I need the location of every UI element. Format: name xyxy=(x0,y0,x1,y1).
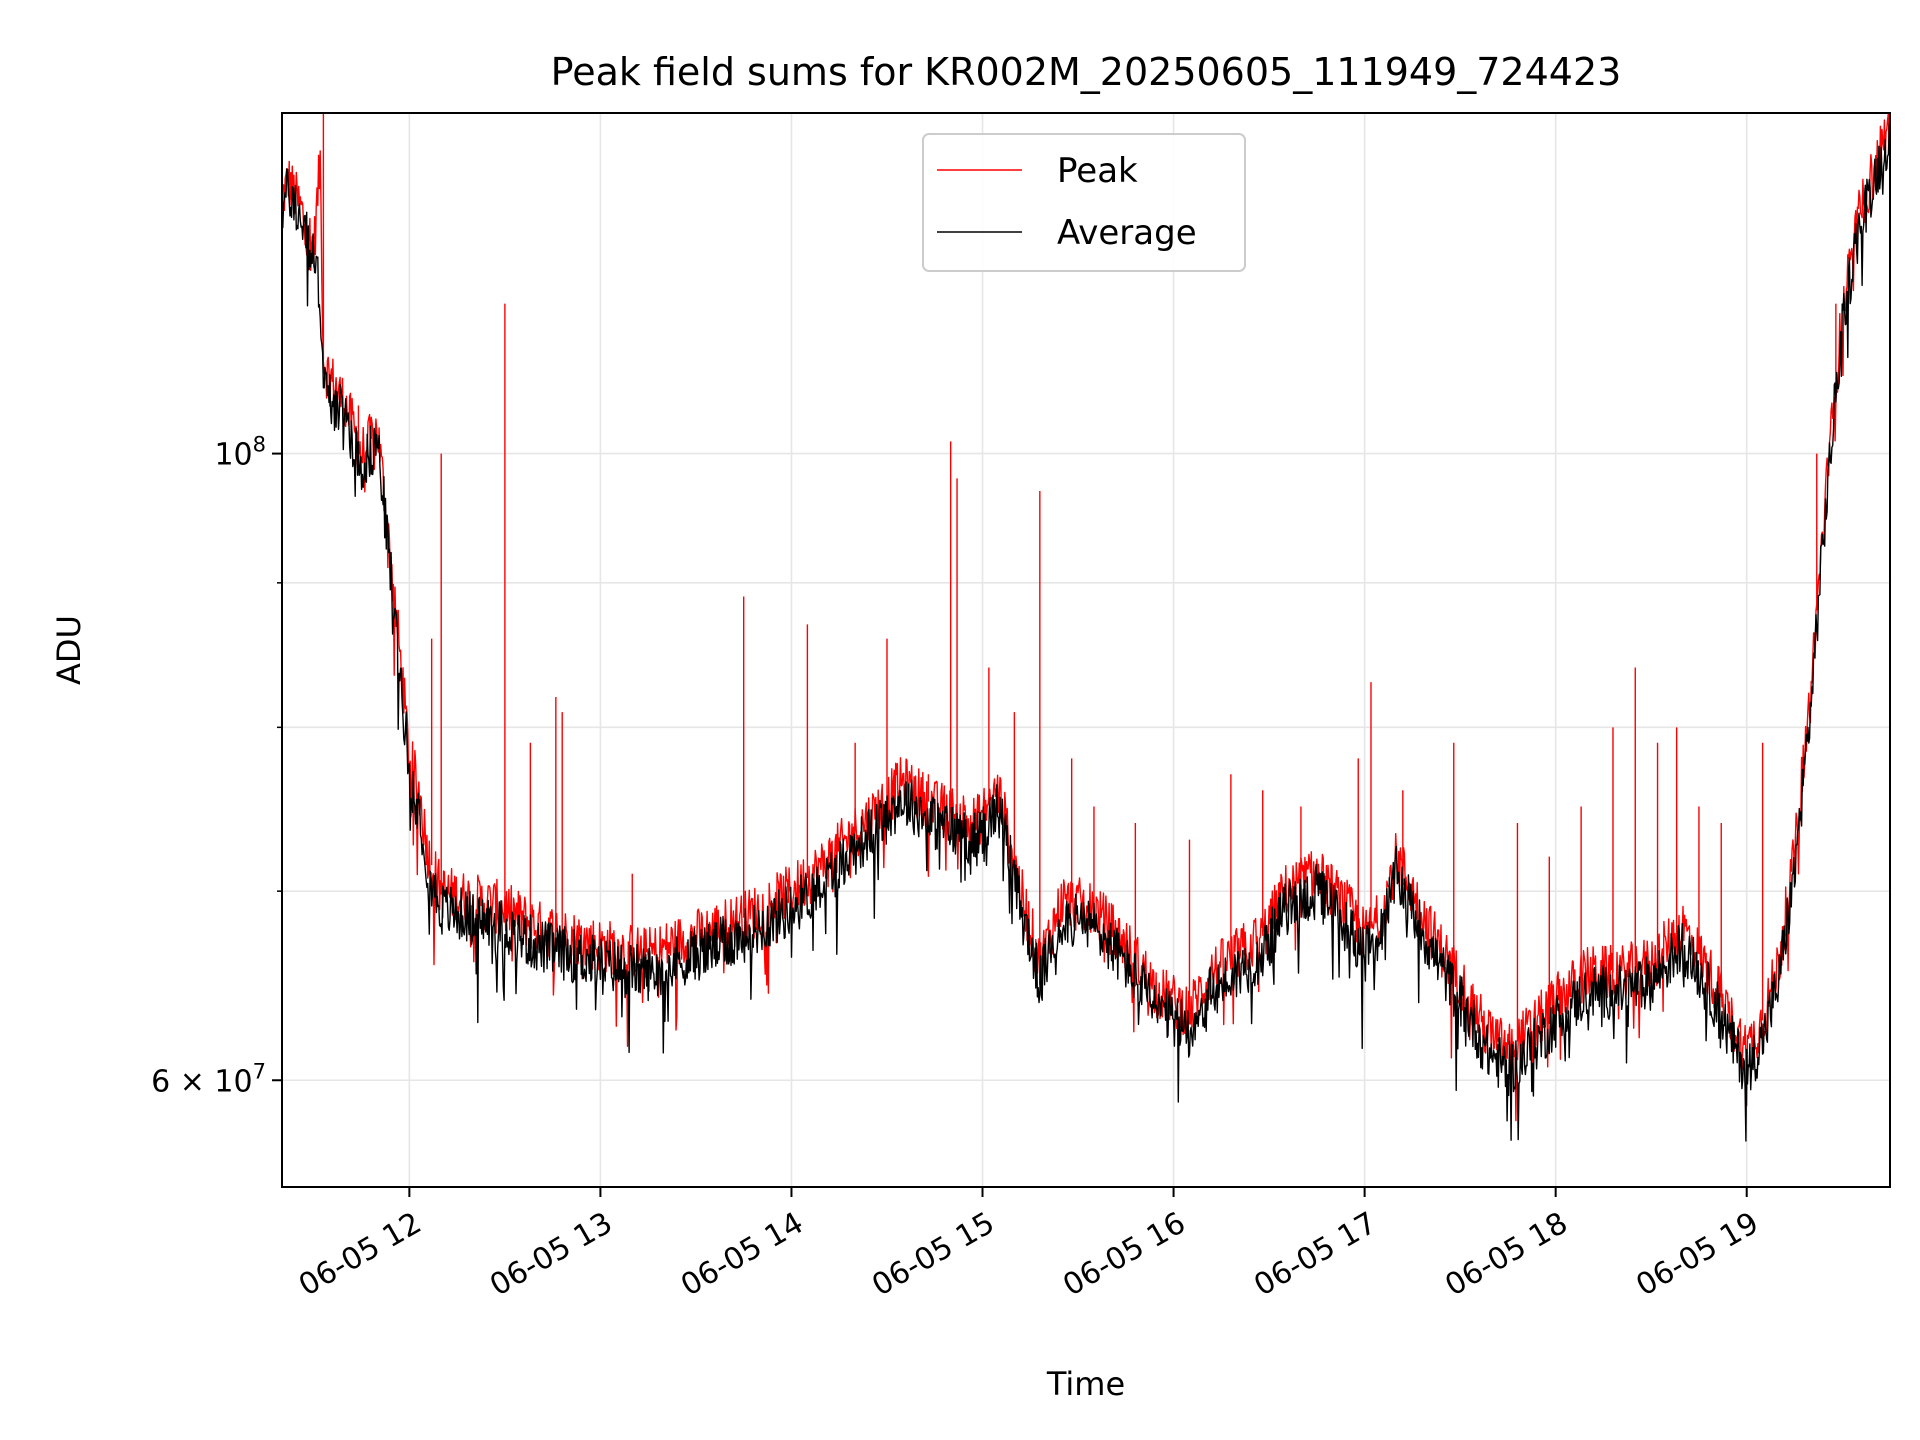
legend-peak-label: Peak xyxy=(1057,151,1138,191)
chart-title: Peak field sums for KR002M_20250605_1119… xyxy=(551,50,1622,94)
legend-box xyxy=(922,133,1246,272)
y-tick-label: 108 xyxy=(214,433,266,473)
legend: Peak Average xyxy=(922,133,1246,272)
y-axis-ticks: 108 6 × 107 xyxy=(151,433,282,1099)
x-axis-title: Time xyxy=(1046,1365,1125,1403)
grid xyxy=(282,113,1890,1187)
peak-series-line xyxy=(281,112,1891,1122)
average-series-line xyxy=(281,119,1891,1142)
y-tick-label: 6 × 107 xyxy=(151,1059,266,1099)
series-layer xyxy=(281,112,1891,1142)
legend-average-label: Average xyxy=(1057,213,1197,253)
plot-area-frame xyxy=(281,112,1891,1188)
y-axis-title: ADU xyxy=(50,615,88,685)
